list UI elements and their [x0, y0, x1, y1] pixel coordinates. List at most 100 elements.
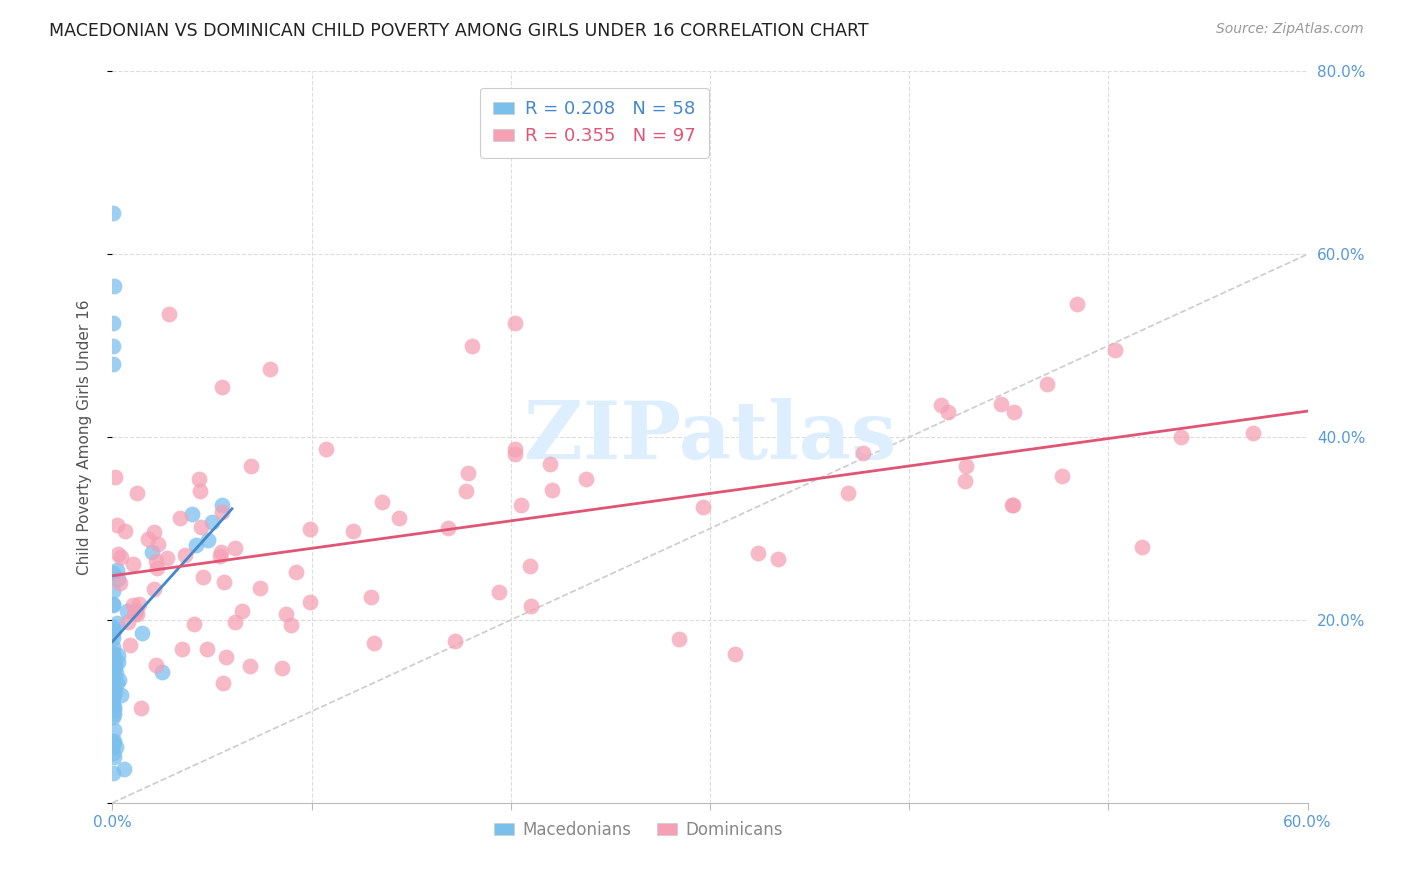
Point [107, 572, 129, 586]
Point [103, 698, 125, 712]
Point [259, 361, 281, 376]
Point [105, 563, 128, 577]
Point [315, 442, 337, 457]
Point [249, 581, 271, 595]
Point [107, 656, 129, 670]
Point [724, 647, 747, 661]
Point [201, 515, 224, 529]
Point [103, 599, 125, 613]
Point [103, 678, 125, 692]
Point [115, 604, 138, 618]
Point [136, 532, 159, 546]
Text: Source: ZipAtlas.com: Source: ZipAtlas.com [1216, 22, 1364, 37]
Point [125, 607, 148, 621]
Point [156, 550, 179, 565]
Point [142, 582, 165, 596]
Point [107, 673, 129, 687]
Point [274, 607, 297, 621]
Point [510, 498, 533, 512]
Text: ZIPatlas: ZIPatlas [524, 398, 896, 476]
Point [174, 548, 197, 562]
Point [103, 640, 125, 654]
Point [104, 660, 127, 674]
Point [388, 511, 411, 525]
Point [1104, 343, 1126, 357]
Point [105, 518, 128, 533]
Point [211, 498, 233, 512]
Point [103, 597, 125, 611]
Point [461, 338, 484, 352]
Point [141, 544, 163, 558]
Point [360, 590, 382, 604]
Point [454, 483, 477, 498]
Point [211, 505, 233, 519]
Point [103, 691, 125, 706]
Point [103, 626, 125, 640]
Point [209, 545, 232, 559]
Point [187, 472, 209, 486]
Point [575, 472, 598, 486]
Point [190, 520, 212, 534]
Point [112, 762, 135, 776]
Point [457, 466, 479, 480]
Point [1001, 498, 1024, 512]
Point [488, 585, 510, 599]
Point [129, 701, 152, 715]
Point [270, 661, 292, 675]
Point [214, 575, 236, 590]
Point [224, 541, 246, 556]
Point [1036, 376, 1059, 391]
Point [231, 604, 253, 618]
Point [103, 746, 125, 760]
Point [103, 623, 125, 637]
Point [1130, 540, 1153, 554]
Point [124, 606, 146, 620]
Point [125, 485, 148, 500]
Point [169, 511, 191, 525]
Point [188, 484, 211, 499]
Point [146, 561, 169, 575]
Point [541, 483, 564, 497]
Point [955, 458, 977, 473]
Point [142, 524, 165, 539]
Point [208, 549, 231, 563]
Point [103, 700, 125, 714]
Point [103, 723, 125, 737]
Point [104, 657, 127, 672]
Point [103, 749, 125, 764]
Point [103, 661, 125, 675]
Point [103, 316, 125, 330]
Point [747, 546, 769, 560]
Point [298, 595, 321, 609]
Point [183, 617, 205, 632]
Point [280, 617, 302, 632]
Point [505, 447, 527, 461]
Text: MACEDONIAN VS DOMINICAN CHILD POVERTY AMONG GIRLS UNDER 16 CORRELATION CHART: MACEDONIAN VS DOMINICAN CHILD POVERTY AM… [49, 22, 869, 40]
Point [103, 703, 125, 717]
Point [145, 554, 167, 568]
Point [105, 675, 128, 690]
Point [239, 659, 262, 673]
Point [1241, 425, 1264, 440]
Point [148, 537, 170, 551]
Point [125, 604, 148, 618]
Point [955, 474, 977, 488]
Point [214, 650, 236, 665]
Point [170, 641, 193, 656]
Point [103, 631, 125, 645]
Point [108, 575, 131, 590]
Point [145, 657, 167, 672]
Point [1050, 468, 1073, 483]
Point [191, 570, 214, 584]
Point [103, 765, 125, 780]
Point [1002, 405, 1025, 419]
Point [768, 551, 790, 566]
Point [117, 615, 139, 630]
Point [103, 678, 125, 692]
Point [519, 559, 541, 574]
Point [103, 681, 125, 696]
Point [298, 522, 321, 536]
Point [103, 739, 125, 753]
Point [107, 648, 129, 662]
Point [103, 734, 125, 748]
